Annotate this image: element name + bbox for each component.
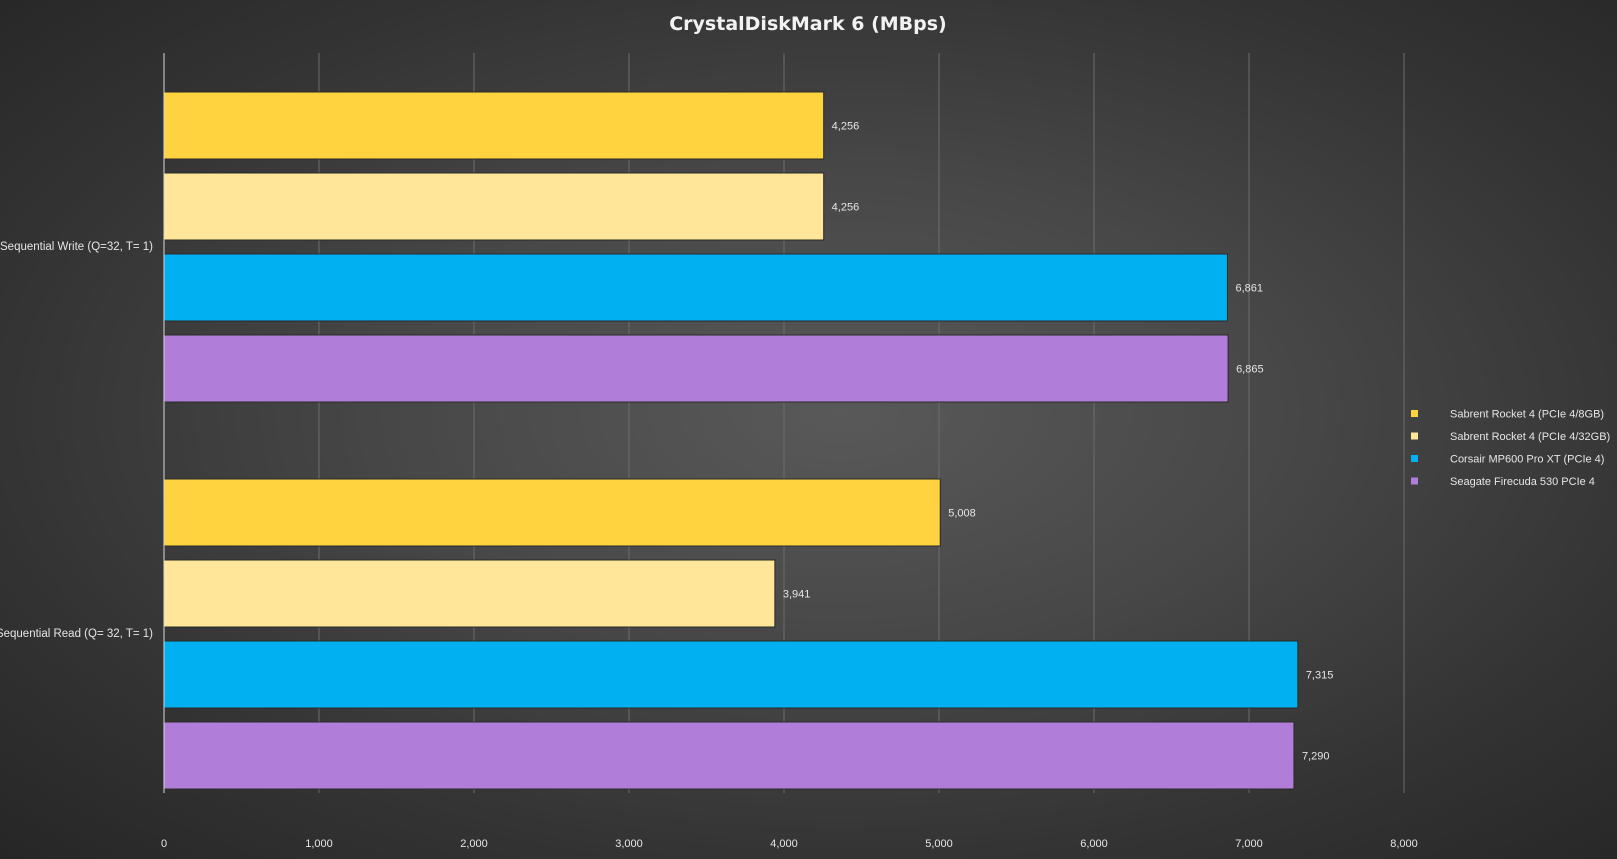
chart-title: CrystalDiskMark 6 (MBps) <box>669 13 947 35</box>
bar <box>163 253 1228 322</box>
bar <box>163 478 941 547</box>
bar <box>163 91 825 160</box>
x-tick-labels: 0 1,000 2,000 3,000 4,000 5,000 6,000 7,000 8,00… <box>161 838 1418 850</box>
legend-label: Sabrent Rocket 4 (PCIe 4/8GB) <box>1450 409 1604 421</box>
legend-swatch <box>1411 410 1418 417</box>
data-label: 5,008 <box>948 508 976 520</box>
category-label: Sequential Write (Q=32, T= 1) <box>0 241 153 253</box>
data-label: 6,861 <box>1235 283 1263 295</box>
bar <box>163 334 1229 403</box>
category-labels: Sequential Write (Q=32, T= 1) Sequential … <box>0 241 153 640</box>
legend-swatch <box>1411 432 1418 440</box>
legend-label: Seagate Firecuda 530 PCIe 4 <box>1450 476 1595 488</box>
x-tick-label: 8,000 <box>1390 838 1418 850</box>
data-label: 7,315 <box>1306 670 1334 682</box>
data-label: 6,865 <box>1236 364 1264 376</box>
data-label: 4,256 <box>832 202 860 214</box>
bars <box>163 91 1299 790</box>
bar <box>163 721 1295 790</box>
x-tick-label: 3,000 <box>615 838 643 850</box>
x-tick-label: 1,000 <box>305 838 333 850</box>
x-tick-label: 7,000 <box>1235 838 1263 850</box>
data-labels: 4,256 5,008 4,256 3,941 6,861 7,315 6,865 7,290 <box>783 121 1334 763</box>
category-label: Sequential Read (Q= 32, T= 1) <box>0 628 153 640</box>
legend-swatch <box>1411 455 1418 462</box>
legend-label: Corsair MP600 Pro XT (PCIe 4) <box>1450 454 1604 466</box>
bar <box>163 640 1299 709</box>
x-tick-label: 2,000 <box>460 838 488 850</box>
bar <box>163 559 776 628</box>
legend: Sabrent Rocket 4 (PCIe 4/8GB) Sabrent Roc… <box>1411 409 1610 488</box>
data-label: 4,256 <box>832 121 860 133</box>
legend-swatch <box>1411 477 1418 485</box>
bar <box>163 172 825 241</box>
x-tick-label: 0 <box>161 838 167 850</box>
data-label: 7,290 <box>1302 751 1330 763</box>
legend-label: Sabrent Rocket 4 (PCIe 4/32GB) <box>1450 431 1610 443</box>
x-tick-label: 6,000 <box>1080 838 1108 850</box>
x-tick-label: 5,000 <box>925 838 953 850</box>
data-label: 3,941 <box>783 589 811 601</box>
x-tick-label: 4,000 <box>770 838 798 850</box>
